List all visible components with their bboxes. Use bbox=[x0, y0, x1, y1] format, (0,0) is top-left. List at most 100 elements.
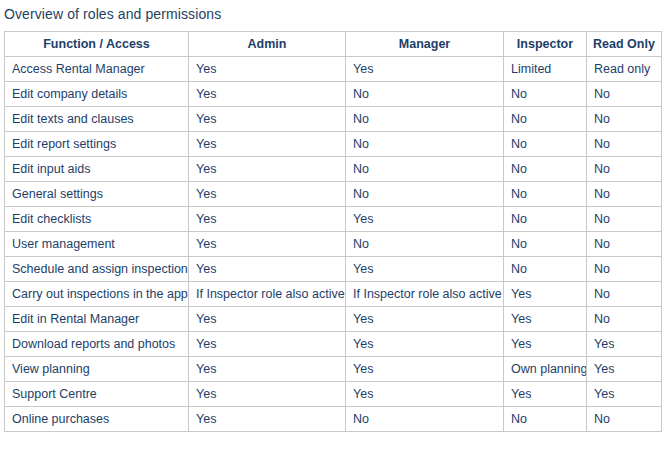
table-row: Edit input aidsYesNoNoNo bbox=[5, 157, 662, 182]
table-row: Edit report settingsYesNoNoNo bbox=[5, 132, 662, 157]
column-header: Admin bbox=[189, 32, 346, 57]
permission-cell: No bbox=[346, 82, 504, 107]
permission-cell: No bbox=[346, 232, 504, 257]
column-header: Inspector bbox=[504, 32, 587, 57]
function-cell: Edit report settings bbox=[5, 132, 189, 157]
permission-cell: Read only bbox=[587, 57, 662, 82]
permission-cell: No bbox=[587, 257, 662, 282]
permission-cell: No bbox=[346, 107, 504, 132]
permission-cell: Yes bbox=[189, 57, 346, 82]
permission-cell: Yes bbox=[189, 407, 346, 432]
permission-cell: No bbox=[504, 232, 587, 257]
permission-cell: Yes bbox=[189, 207, 346, 232]
table-row: Edit company detailsYesNoNoNo bbox=[5, 82, 662, 107]
permission-cell: Yes bbox=[189, 232, 346, 257]
permission-cell: Yes bbox=[189, 182, 346, 207]
permission-cell: No bbox=[504, 207, 587, 232]
function-cell: Edit company details bbox=[5, 82, 189, 107]
permission-cell: Yes bbox=[346, 257, 504, 282]
function-cell: User management bbox=[5, 232, 189, 257]
permission-cell: Yes bbox=[189, 307, 346, 332]
permission-cell: No bbox=[587, 82, 662, 107]
function-cell: General settings bbox=[5, 182, 189, 207]
table-row: Schedule and assign inspectionsYesYesNoN… bbox=[5, 257, 662, 282]
function-cell: Download reports and photos bbox=[5, 332, 189, 357]
table-row: Access Rental ManagerYesYesLimitedRead o… bbox=[5, 57, 662, 82]
column-header: Read Only bbox=[587, 32, 662, 57]
permission-cell: Yes bbox=[346, 307, 504, 332]
permission-cell: If Inspector role also active bbox=[189, 282, 346, 307]
permission-cell: No bbox=[504, 157, 587, 182]
function-cell: Online purchases bbox=[5, 407, 189, 432]
function-cell: View planning bbox=[5, 357, 189, 382]
page-title: Overview of roles and permissions bbox=[4, 6, 670, 22]
permission-cell: Yes bbox=[189, 332, 346, 357]
permission-cell: No bbox=[504, 257, 587, 282]
table-header-row: Function / AccessAdminManagerInspectorRe… bbox=[5, 32, 662, 57]
function-cell: Edit texts and clauses bbox=[5, 107, 189, 132]
function-cell: Carry out inspections in the app bbox=[5, 282, 189, 307]
column-header: Manager bbox=[346, 32, 504, 57]
table-row: Carry out inspections in the appIf Inspe… bbox=[5, 282, 662, 307]
function-cell: Edit checklists bbox=[5, 207, 189, 232]
permission-cell: If Inspector role also active bbox=[346, 282, 504, 307]
permission-cell: No bbox=[504, 182, 587, 207]
permission-cell: No bbox=[587, 307, 662, 332]
permission-cell: Yes bbox=[189, 157, 346, 182]
permission-cell: Yes bbox=[587, 357, 662, 382]
table-row: General settingsYesNoNoNo bbox=[5, 182, 662, 207]
permission-cell: Yes bbox=[504, 307, 587, 332]
permission-cell: Limited bbox=[504, 57, 587, 82]
function-cell: Access Rental Manager bbox=[5, 57, 189, 82]
permission-cell: Yes bbox=[189, 107, 346, 132]
permission-cell: No bbox=[587, 182, 662, 207]
permission-cell: Yes bbox=[504, 382, 587, 407]
permission-cell: No bbox=[587, 282, 662, 307]
permission-cell: Yes bbox=[346, 57, 504, 82]
permission-cell: Yes bbox=[189, 382, 346, 407]
permission-cell: Yes bbox=[504, 282, 587, 307]
permission-cell: Yes bbox=[504, 332, 587, 357]
permission-cell: No bbox=[346, 132, 504, 157]
permission-cell: No bbox=[346, 407, 504, 432]
table-row: Edit in Rental ManagerYesYesYesNo bbox=[5, 307, 662, 332]
permission-cell: No bbox=[504, 82, 587, 107]
roles-permissions-table: Function / AccessAdminManagerInspectorRe… bbox=[4, 31, 662, 432]
permission-cell: Yes bbox=[346, 382, 504, 407]
table-row: Edit texts and clausesYesNoNoNo bbox=[5, 107, 662, 132]
permission-cell: Yes bbox=[346, 332, 504, 357]
permission-cell: Yes bbox=[189, 357, 346, 382]
permission-cell: No bbox=[587, 232, 662, 257]
permission-cell: No bbox=[346, 182, 504, 207]
permission-cell: No bbox=[504, 132, 587, 157]
table-body: Access Rental ManagerYesYesLimitedRead o… bbox=[5, 57, 662, 432]
function-cell: Schedule and assign inspections bbox=[5, 257, 189, 282]
function-cell: Edit input aids bbox=[5, 157, 189, 182]
permission-cell: Yes bbox=[587, 332, 662, 357]
permission-cell: No bbox=[504, 407, 587, 432]
table-row: View planningYesYesOwn planningYes bbox=[5, 357, 662, 382]
permission-cell: Own planning bbox=[504, 357, 587, 382]
table-row: User managementYesNoNoNo bbox=[5, 232, 662, 257]
column-header: Function / Access bbox=[5, 32, 189, 57]
permission-cell: Yes bbox=[189, 82, 346, 107]
permission-cell: No bbox=[587, 132, 662, 157]
permission-cell: No bbox=[587, 157, 662, 182]
permission-cell: Yes bbox=[189, 257, 346, 282]
permission-cell: No bbox=[587, 107, 662, 132]
permission-cell: Yes bbox=[346, 357, 504, 382]
function-cell: Support Centre bbox=[5, 382, 189, 407]
permission-cell: Yes bbox=[587, 382, 662, 407]
permission-cell: Yes bbox=[189, 132, 346, 157]
page: Overview of roles and permissions Functi… bbox=[0, 0, 670, 457]
permission-cell: No bbox=[346, 157, 504, 182]
permission-cell: Yes bbox=[346, 207, 504, 232]
function-cell: Edit in Rental Manager bbox=[5, 307, 189, 332]
table-row: Online purchasesYesNoNoNo bbox=[5, 407, 662, 432]
permission-cell: No bbox=[587, 207, 662, 232]
table-row: Edit checklistsYesYesNoNo bbox=[5, 207, 662, 232]
permission-cell: No bbox=[504, 107, 587, 132]
permission-cell: No bbox=[587, 407, 662, 432]
table-row: Download reports and photosYesYesYesYes bbox=[5, 332, 662, 357]
table-row: Support CentreYesYesYesYes bbox=[5, 382, 662, 407]
